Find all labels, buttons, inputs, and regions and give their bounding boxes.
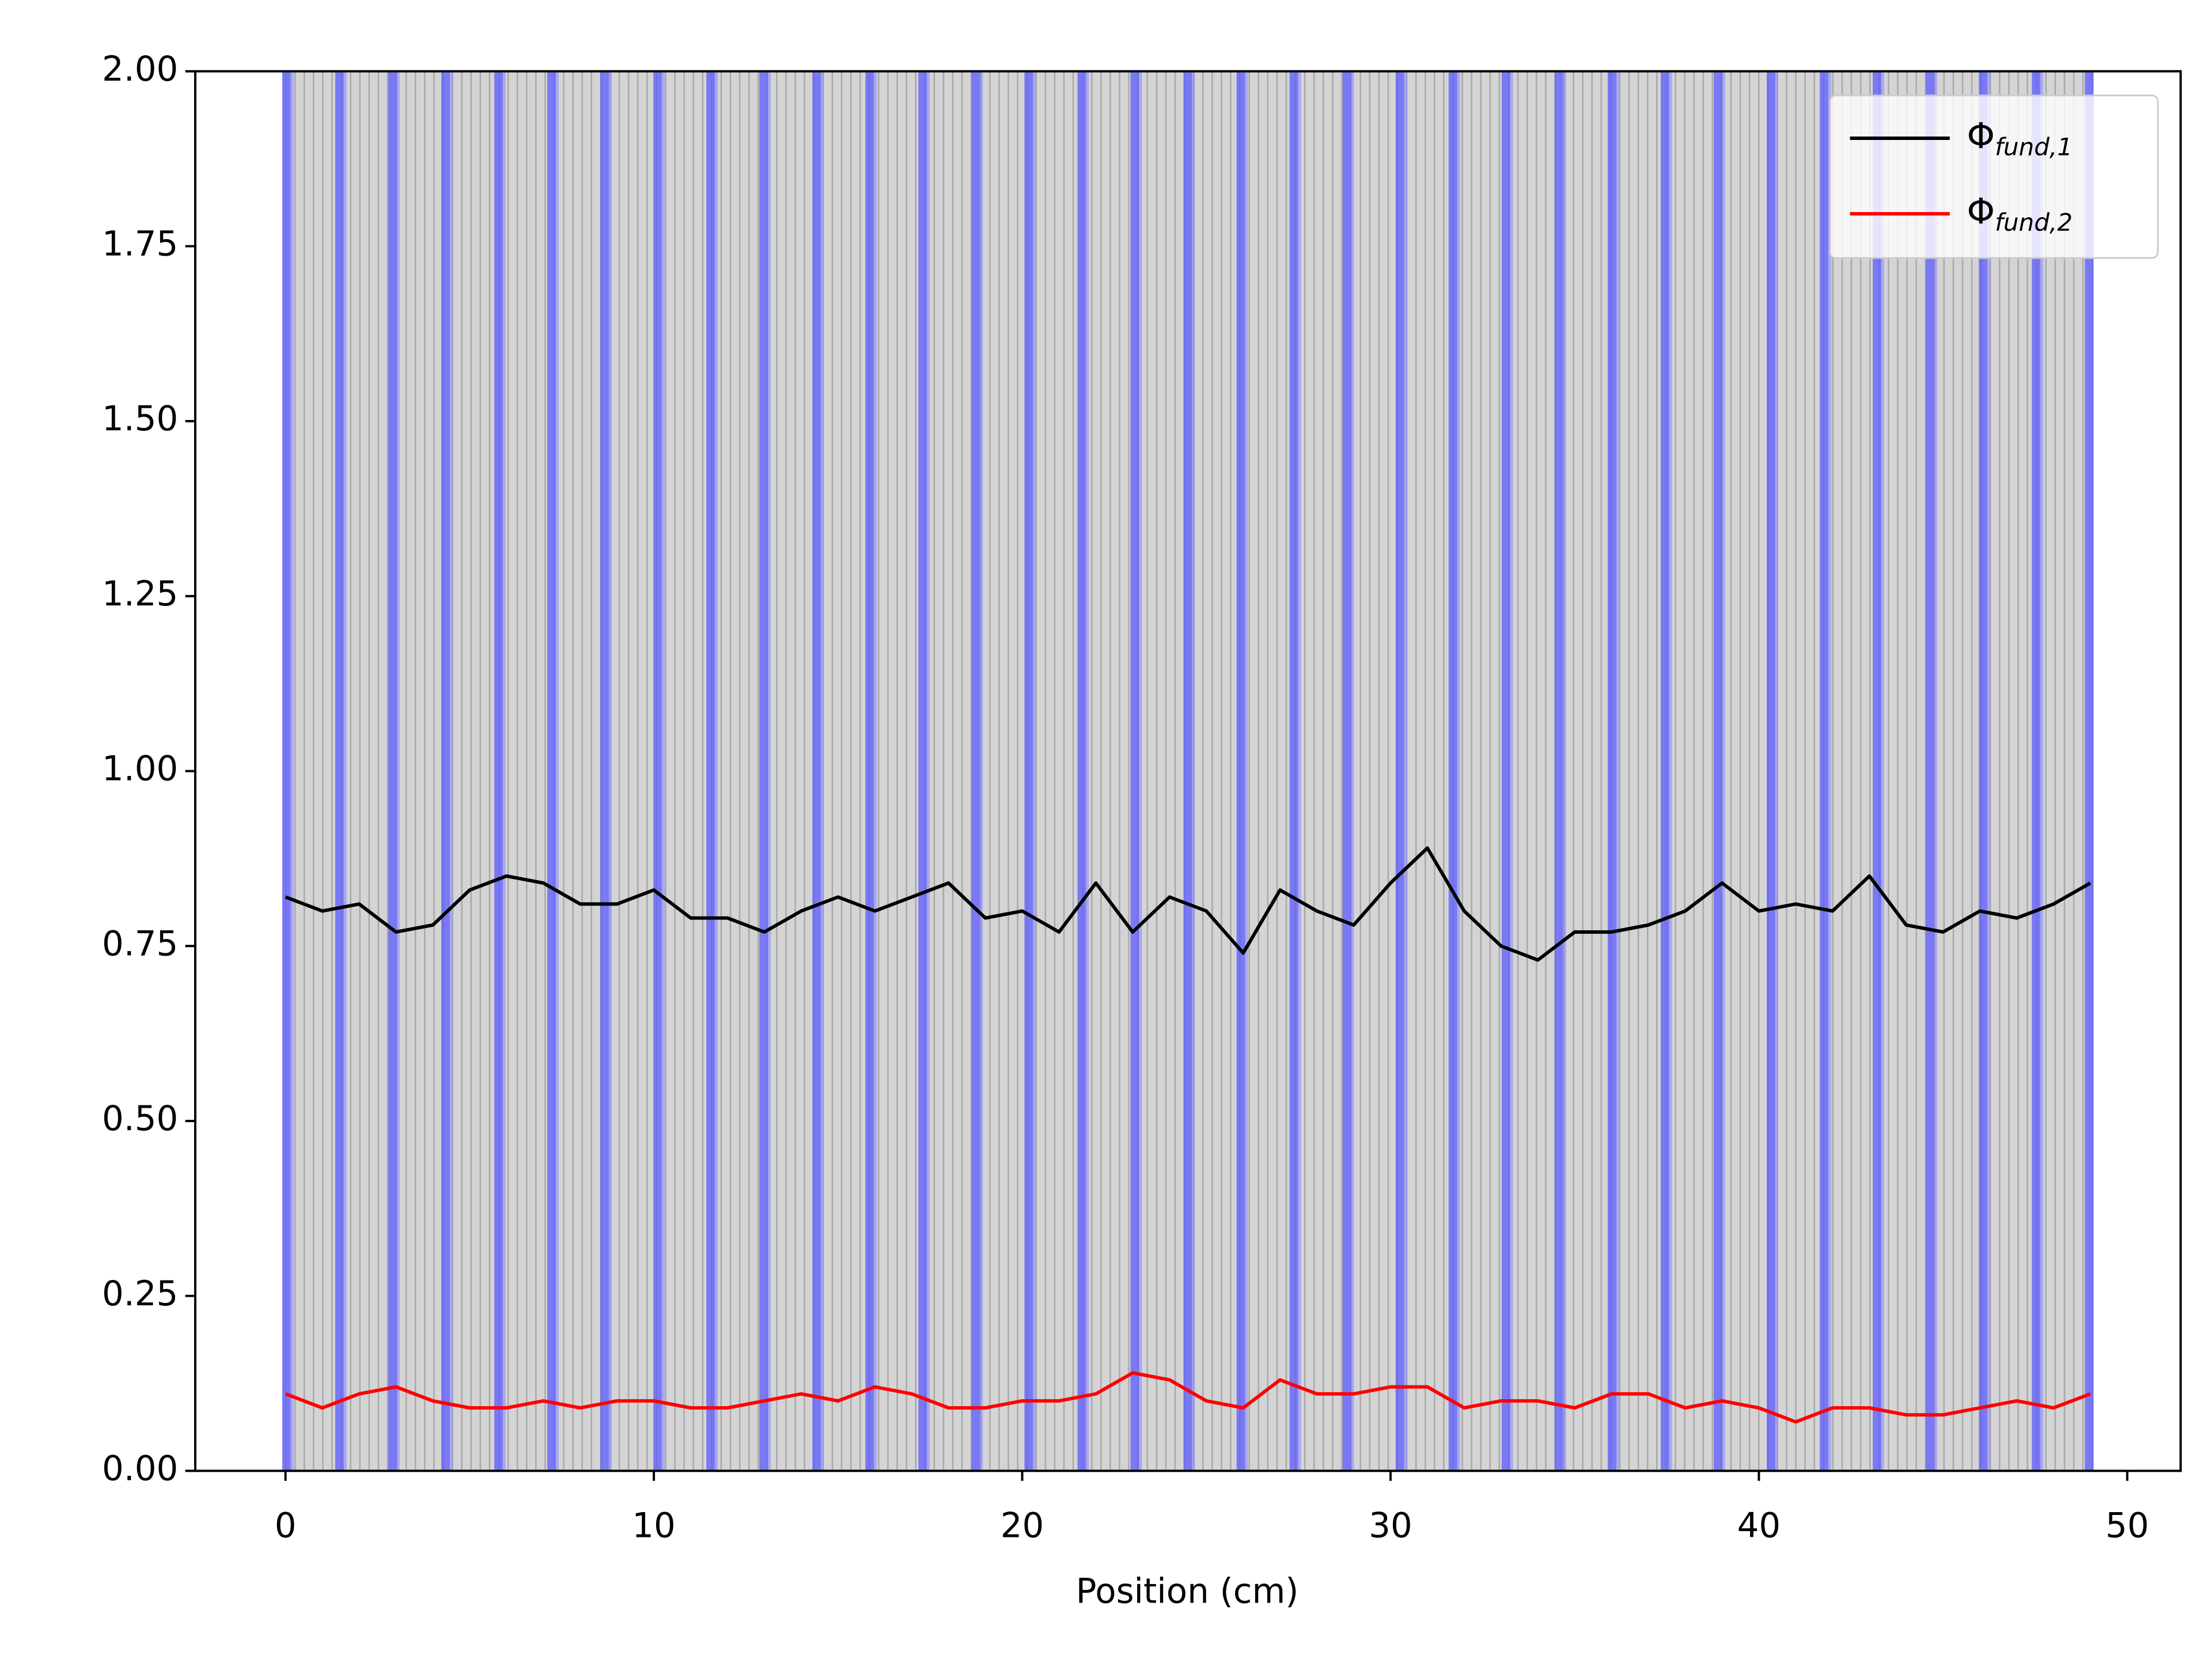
x-tick-label: 40 [1737,1506,1781,1546]
y-tick-label: 0.75 [102,924,178,964]
x-tick-label: 0 [275,1506,297,1546]
legend-label: Φfund,2 [1967,191,2073,236]
y-tick-label: 2.00 [102,50,178,89]
y-tick-label: 0.50 [102,1099,178,1139]
y-tick-label: 0.25 [102,1274,178,1314]
data-line [285,846,2092,962]
y-tick-label: 1.25 [102,574,178,614]
x-tick-label: 10 [632,1506,676,1546]
y-tick-label: 1.50 [102,399,178,439]
data-line [285,1371,2091,1424]
y-tick-label: 1.00 [102,749,178,789]
legend-label: Φfund,1 [1967,115,2073,161]
x-tick-label: 50 [2105,1506,2149,1546]
legend-box [1829,94,2159,259]
y-tick-label: 0.00 [102,1449,178,1489]
x-tick-label: 30 [1369,1506,1412,1546]
y-tick-label: 1.75 [102,225,178,264]
x-tick-label: 20 [1001,1506,1044,1546]
x-axis-label: Position (cm) [1076,1571,1299,1611]
background-shading [282,71,2094,1471]
